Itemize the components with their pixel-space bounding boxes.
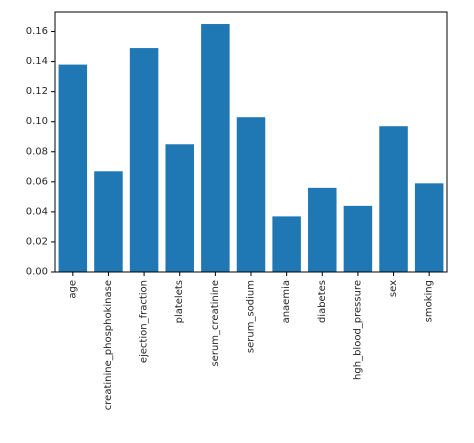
x-tick-label: platelets bbox=[174, 280, 185, 323]
bar-ejection_fraction bbox=[129, 48, 159, 272]
bar-anaemia bbox=[272, 216, 301, 272]
y-tick-label: 0.10 bbox=[26, 116, 48, 127]
x-tick-label: creatinine_phosphokinase bbox=[103, 280, 114, 410]
y-axis: 0.00 0.02 0.04 0.06 0.08 0.10 0.12 0.14 0.16 bbox=[26, 26, 55, 278]
y-tick-label: 0.00 bbox=[26, 267, 48, 278]
x-tick-label: ejection_fraction bbox=[139, 280, 150, 363]
y-tick-label: 0.16 bbox=[26, 26, 48, 37]
plot-frame bbox=[54, 11, 448, 273]
x-tick-label: smoking bbox=[424, 280, 435, 322]
x-tick-label: serum_creatinine bbox=[210, 280, 221, 367]
x-tick-label: anaemia bbox=[281, 280, 292, 323]
bar-age bbox=[58, 64, 88, 272]
x-axis: age creatinine_phosphokinase ejection_frac… bbox=[67, 272, 435, 410]
bar-serum_creatinine bbox=[201, 24, 230, 273]
x-tick-label: diabetes bbox=[317, 280, 328, 323]
y-tick-label: 0.06 bbox=[26, 176, 48, 187]
x-tick-label: hgh_blood_pressure bbox=[352, 280, 363, 380]
bar-smoking bbox=[414, 183, 444, 272]
y-tick-label: 0.08 bbox=[26, 146, 48, 157]
x-tick-label: serum_sodium bbox=[246, 280, 257, 353]
y-tick-label: 0.02 bbox=[26, 236, 48, 247]
bar-hgh_blood_pressure bbox=[343, 205, 373, 272]
bars-group bbox=[58, 24, 444, 273]
y-tick-label: 0.04 bbox=[26, 206, 48, 217]
bar-serum_sodium bbox=[236, 117, 266, 273]
x-tick-label: sex bbox=[388, 280, 399, 297]
bar-platelets bbox=[165, 144, 194, 272]
bar-sex bbox=[379, 126, 408, 272]
x-tick-label: age bbox=[67, 280, 78, 299]
y-tick-label: 0.14 bbox=[26, 56, 48, 67]
y-tick-label: 0.12 bbox=[26, 86, 48, 97]
bar-diabetes bbox=[308, 187, 337, 272]
bar-creatinine_phosphokinase bbox=[94, 171, 123, 272]
